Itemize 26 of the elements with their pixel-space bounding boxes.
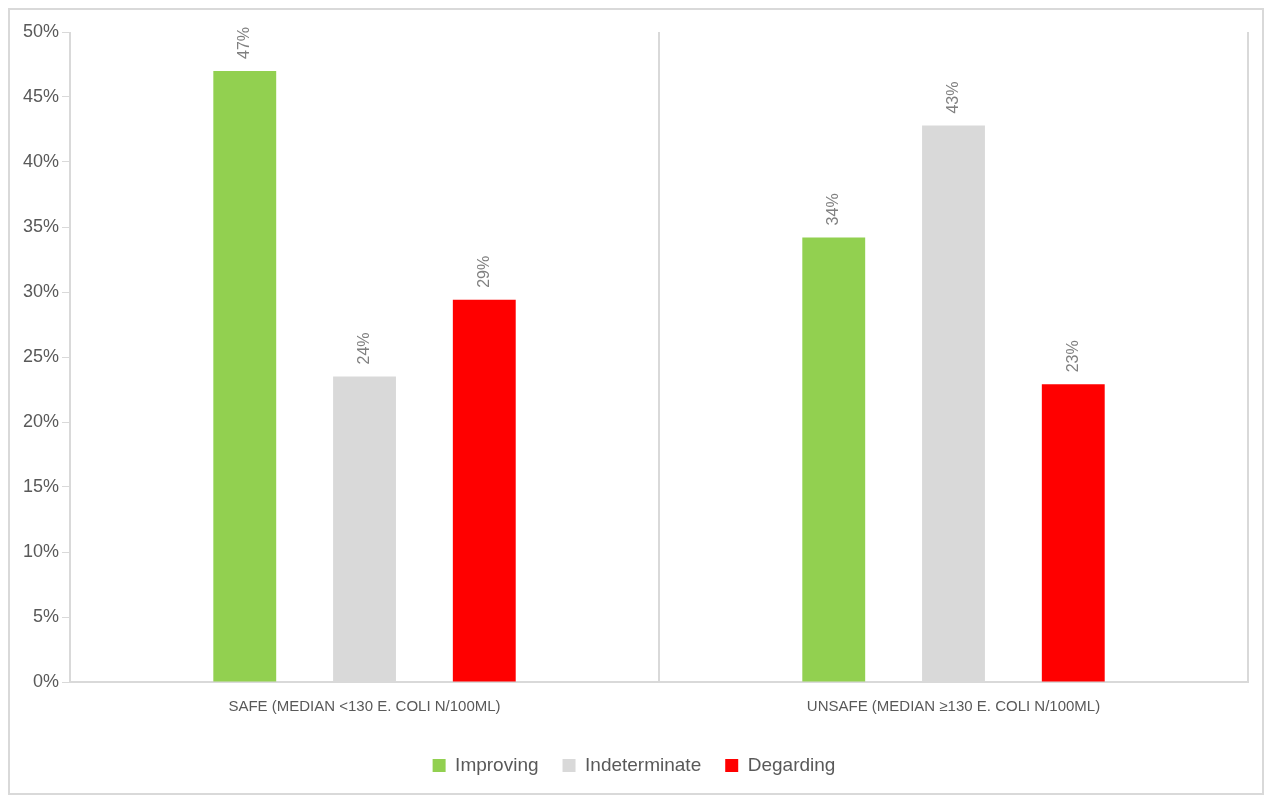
y-tick-label: 40% bbox=[23, 150, 60, 171]
y-tick-label: 5% bbox=[33, 605, 60, 626]
x-tick-label: SAFE (MEDIAN <130 E. COLI N/100ML) bbox=[228, 697, 501, 715]
bar bbox=[1041, 384, 1105, 682]
y-tick-label: 10% bbox=[23, 540, 60, 561]
x-tick-label: UNSAFE (MEDIAN ≥130 E. COLI N/100ML) bbox=[806, 697, 1101, 715]
bar bbox=[452, 299, 516, 682]
data-label: 23% bbox=[1063, 340, 1081, 373]
data-label: 47% bbox=[235, 26, 253, 59]
y-tick-label: 30% bbox=[23, 280, 60, 301]
y-tick-label: 15% bbox=[23, 475, 60, 496]
y-tick-label: 35% bbox=[23, 215, 60, 236]
bar bbox=[213, 71, 277, 682]
y-tick-label: 45% bbox=[23, 85, 60, 106]
bar bbox=[802, 237, 866, 682]
data-label: 34% bbox=[824, 193, 842, 226]
legend-label: Degarding bbox=[747, 753, 836, 775]
data-label: 29% bbox=[474, 255, 492, 288]
data-label: 43% bbox=[943, 81, 961, 114]
legend-label: Indeterminate bbox=[585, 753, 702, 775]
y-tick-label: 50% bbox=[23, 20, 60, 41]
legend-label: Improving bbox=[455, 753, 539, 775]
y-tick-label: 25% bbox=[23, 345, 60, 366]
data-label: 24% bbox=[354, 332, 372, 365]
y-tick-label: 0% bbox=[33, 670, 60, 691]
y-tick-label: 20% bbox=[23, 410, 60, 431]
